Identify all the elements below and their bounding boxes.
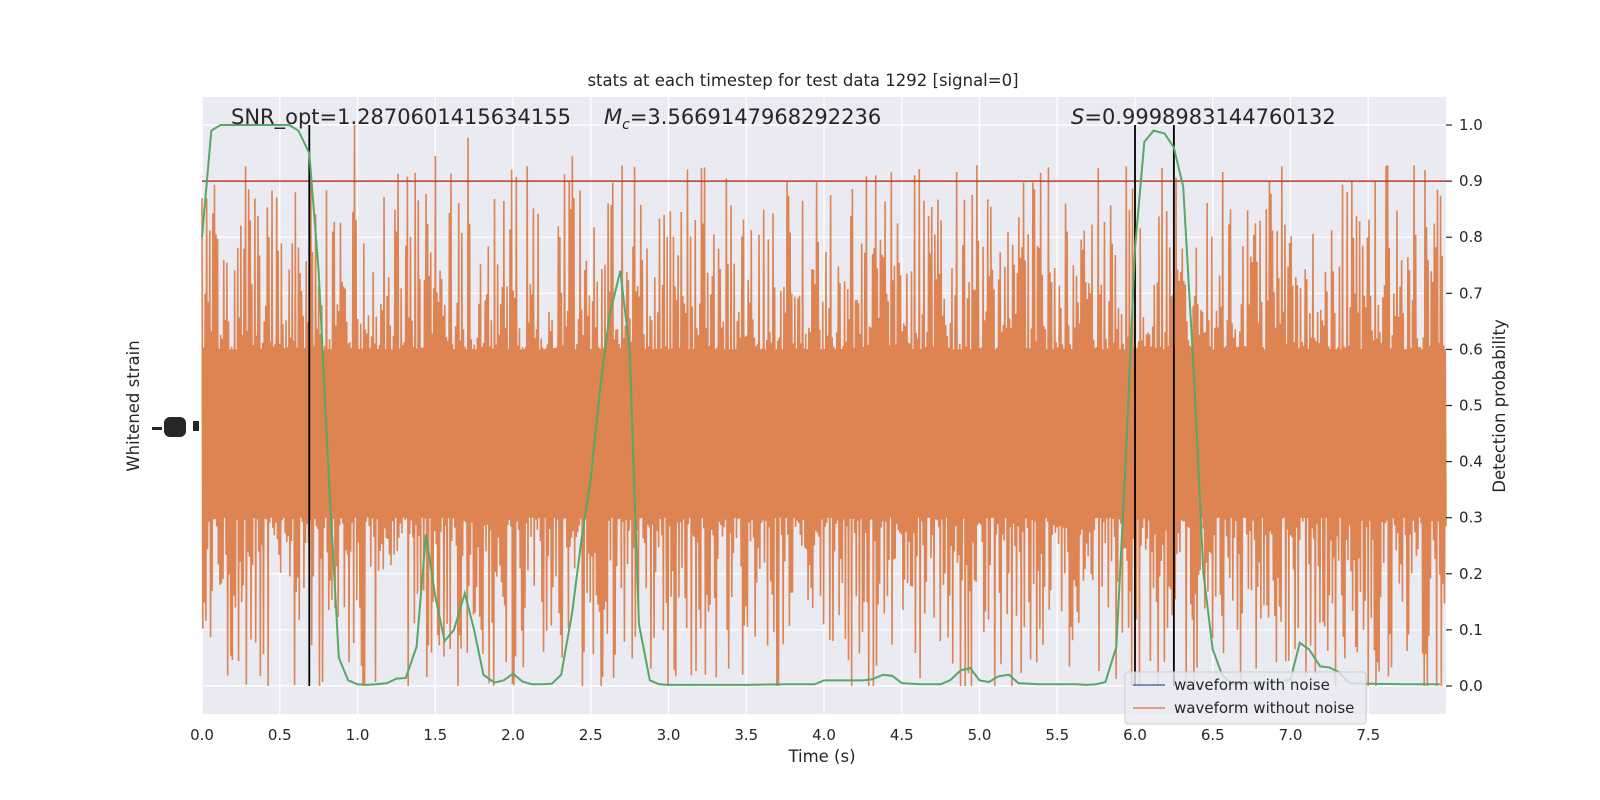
x-axis-label: Time (s) (787, 747, 855, 766)
y-tick-label-right: 0.3 (1459, 509, 1483, 527)
legend-label-with-noise: waveform with noise (1174, 676, 1330, 694)
y-axis-label-right: Detection probability (1490, 319, 1509, 493)
y-tick-label-right: 0.6 (1459, 340, 1483, 358)
x-tick-label: 0.0 (190, 726, 214, 744)
snr-annotation: SNR_opt=1.2870601415634155 (231, 105, 571, 130)
x-tick-label: 7.5 (1356, 726, 1380, 744)
x-tick-label: 4.0 (812, 726, 836, 744)
y-tick-label-right: 0.5 (1459, 397, 1483, 415)
x-tick-label: 1.0 (346, 726, 370, 744)
chirp-mass-subscript: c (622, 117, 630, 133)
y-tick-label-right: 0.1 (1459, 621, 1483, 639)
score-symbol: S (1071, 105, 1084, 129)
chirp-mass-annotation: Mc=3.5669147968292236 (604, 105, 881, 133)
x-tick-label: 4.5 (890, 726, 914, 744)
score-value: =0.9998983144760132 (1084, 105, 1335, 129)
x-tick-label: 0.5 (268, 726, 292, 744)
x-tick-label: 3.5 (734, 726, 758, 744)
legend-box (1124, 671, 1367, 725)
x-tick-label: 2.5 (579, 726, 603, 744)
y-tick-label-right: 0.4 (1459, 453, 1483, 471)
left-axis-overlapped-ticks (152, 417, 199, 437)
chart-title: stats at each timestep for test data 129… (587, 71, 1018, 90)
x-tick-label: 1.5 (423, 726, 447, 744)
y-tick-label-right: 0.9 (1459, 172, 1483, 190)
y-tick-label-right: 1.0 (1459, 116, 1483, 134)
y-tick-label-right: 0.2 (1459, 565, 1483, 583)
strain-core-band (202, 349, 1446, 518)
legend: waveform with noise waveform without noi… (1124, 671, 1367, 725)
chirp-mass-value: =3.5669147968292236 (630, 105, 881, 129)
x-tick-label: 7.0 (1279, 726, 1303, 744)
x-tick-label: 5.0 (968, 726, 992, 744)
x-tick-label: 6.0 (1123, 726, 1147, 744)
y-tick-label-right: 0.7 (1459, 284, 1483, 302)
x-tick-label: 6.5 (1201, 726, 1225, 744)
y-tick-label-right: 0.8 (1459, 228, 1483, 246)
x-tick-label: 5.5 (1045, 726, 1069, 744)
score-annotation: S=0.9998983144760132 (1071, 105, 1336, 129)
chirp-mass-symbol: M (604, 105, 622, 129)
x-tick-label: 3.0 (657, 726, 681, 744)
y-axis-label-left: Whitened strain (124, 340, 143, 471)
detection-probability-line (201, 124, 1440, 686)
y-tick-label-right: 0.0 (1459, 677, 1483, 695)
legend-label-without-noise: waveform without noise (1174, 699, 1354, 717)
x-tick-label: 2.0 (501, 726, 525, 744)
